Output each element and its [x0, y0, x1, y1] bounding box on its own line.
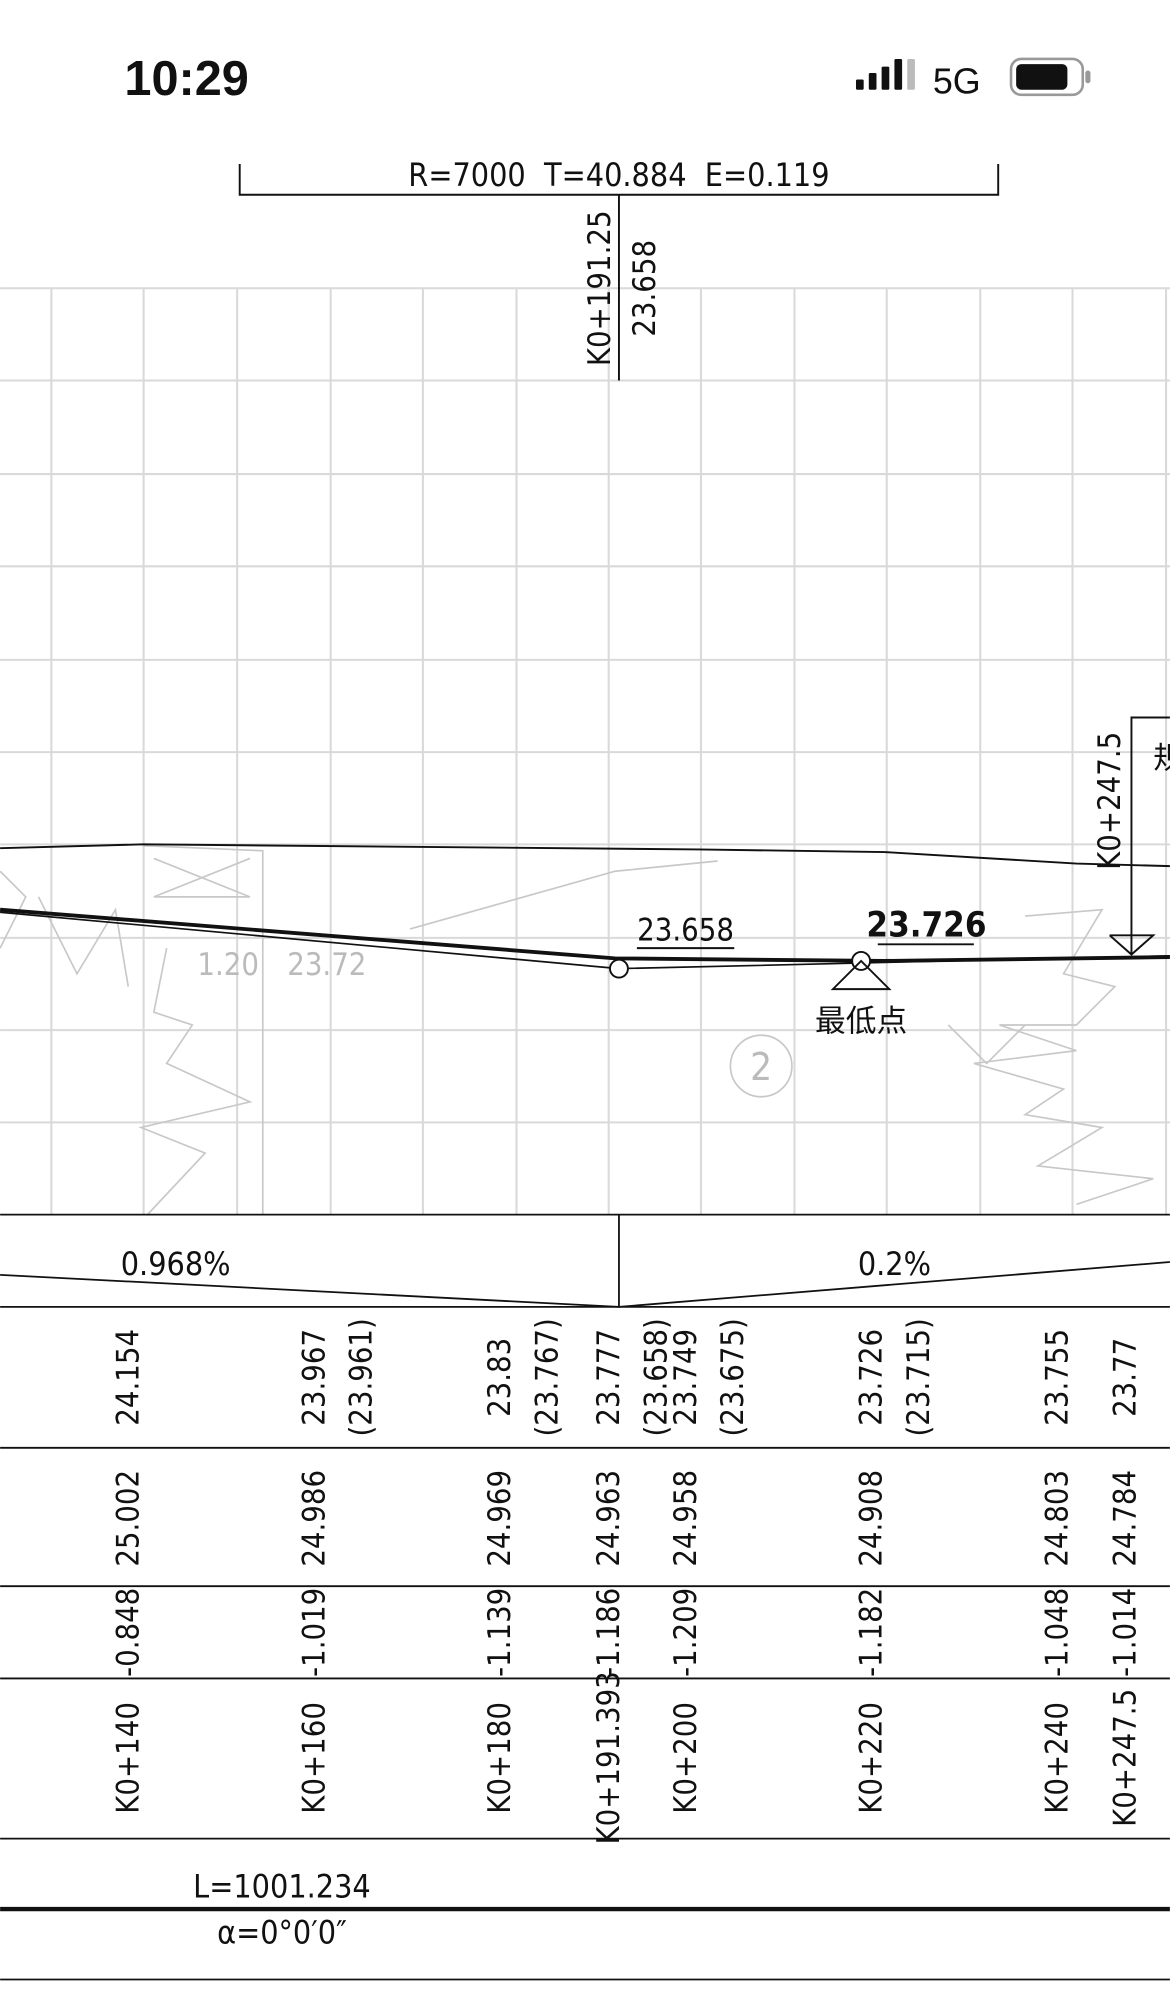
- elevation-difference: -1.209: [668, 1588, 704, 1677]
- design-elevation-alt: (23.715): [901, 1318, 937, 1436]
- elevation-difference: -1.182: [854, 1588, 890, 1677]
- grade-label: 0.2%: [858, 1245, 931, 1283]
- network-label: 5G: [933, 62, 981, 102]
- design-elevation-alt: (23.658): [638, 1318, 674, 1436]
- ground-elevation: 24.958: [668, 1470, 704, 1567]
- curve-params: R=7000 T=40.884 E=0.119: [408, 156, 829, 194]
- battery-icon: [1009, 57, 1091, 97]
- circle-label: 2: [750, 1045, 772, 1090]
- station: K0+240: [1039, 1702, 1075, 1814]
- grid: [0, 287, 1170, 1215]
- geology-sketch: [0, 844, 1154, 1216]
- annotation: 1.20: [197, 947, 259, 983]
- station: K0+140: [110, 1702, 146, 1814]
- ground-elevation: 24.986: [296, 1470, 332, 1567]
- station: K0+160: [296, 1702, 332, 1814]
- station: K0+191.393: [591, 1671, 627, 1844]
- design-elevation: 23.755: [1039, 1329, 1075, 1426]
- curve-elevation: 23.658: [627, 240, 663, 337]
- design-elevation: 23.83: [482, 1338, 518, 1417]
- annotation: 23.72: [287, 947, 366, 983]
- design-elevation: 24.154: [110, 1329, 146, 1426]
- signal-icon: [855, 58, 915, 90]
- design-elevation: 23.967: [296, 1329, 332, 1426]
- ground-elevation: 24.803: [1039, 1470, 1075, 1567]
- design-elevation-alt: (23.675): [715, 1318, 751, 1436]
- elevation-difference: -1.048: [1039, 1588, 1075, 1677]
- ground-elevation: 24.969: [482, 1470, 518, 1567]
- grade-label: 0.968%: [121, 1245, 231, 1283]
- point-label: 23.658: [637, 912, 734, 948]
- station: K0+200: [668, 1702, 704, 1814]
- station: K0+220: [854, 1702, 890, 1814]
- design-elevation: 23.777: [591, 1329, 627, 1426]
- ground-elevation: 25.002: [110, 1470, 146, 1567]
- elevation-difference: -1.139: [482, 1588, 518, 1677]
- design-elevation-alt: (23.961): [344, 1318, 380, 1436]
- station: K0+247.5: [1107, 1689, 1143, 1827]
- side-label: 规: [1153, 741, 1170, 777]
- curve-station: K0+191.25: [582, 210, 618, 366]
- table-lines: [0, 1213, 1170, 1981]
- ground-elevation: 24.908: [854, 1470, 890, 1567]
- table-columns: 24.154 25.002 -0.848 K0+140 23.967 (23.961) 24…: [110, 1318, 1143, 1844]
- ground-elevation: 24.784: [1107, 1470, 1143, 1567]
- point-label: 23.726: [866, 906, 986, 946]
- angle-label: α=0°0′0″: [217, 1914, 347, 1952]
- elevation-difference: -1.186: [591, 1588, 627, 1677]
- clock: 10:29: [124, 52, 248, 106]
- curve-bracket: [238, 164, 1000, 381]
- ground-elevation: 24.963: [591, 1470, 627, 1567]
- elevation-difference: -1.014: [1107, 1588, 1143, 1677]
- station: K0+180: [482, 1702, 518, 1814]
- design-elevation: 23.749: [668, 1329, 704, 1426]
- elevation-difference: -0.848: [110, 1588, 146, 1677]
- lowest-point-label: 最低点: [815, 1003, 907, 1039]
- elevation-difference: -1.019: [296, 1588, 332, 1677]
- design-elevation: 23.726: [854, 1329, 890, 1426]
- design-elevation-alt: (23.767): [529, 1318, 565, 1436]
- profile-lines: [0, 716, 1170, 991]
- design-elevation: 23.77: [1107, 1338, 1143, 1417]
- station-label: K0+247.5: [1092, 732, 1128, 870]
- length-label: L=1001.234: [193, 1868, 371, 1906]
